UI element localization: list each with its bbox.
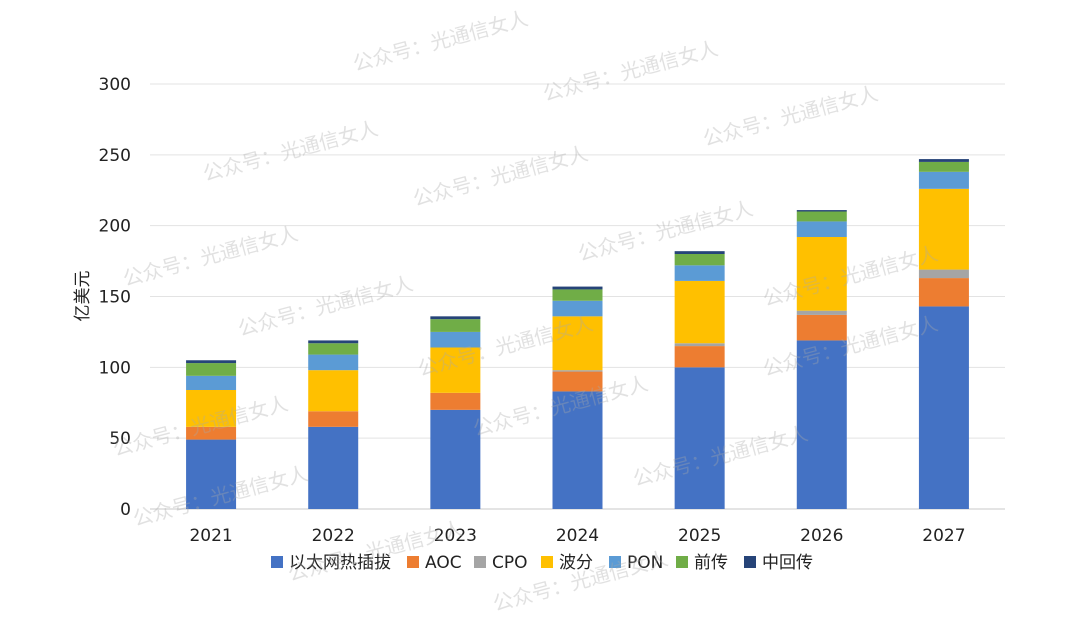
legend-item: AOC (407, 553, 462, 573)
bar-segment (918, 306, 969, 509)
bar-stack-2027 (918, 159, 969, 509)
bar-segment (674, 265, 725, 281)
bar-segment (674, 367, 725, 509)
y-tick-label: 0 (120, 500, 131, 520)
bar-stack-2024 (552, 286, 603, 509)
bar-segment (674, 280, 725, 344)
legend-label: 中回传 (762, 553, 813, 573)
bar-segment (430, 316, 481, 320)
bar-segment (796, 340, 847, 509)
bar-segment (552, 286, 603, 290)
legend-swatch (271, 556, 283, 568)
bar-segment (552, 391, 603, 509)
y-axis-ticks: 0 50 100 150 200 250 300 (99, 75, 131, 520)
bars (186, 159, 969, 509)
legend-item: CPO (474, 553, 528, 573)
bar-segment (430, 392, 481, 410)
x-tick-label: 2021 (189, 526, 232, 546)
x-tick-label: 2023 (434, 526, 477, 546)
bar-segment (918, 269, 969, 279)
bar-segment (308, 426, 359, 509)
bar-segment (186, 426, 237, 440)
legend: 以太网热插拔 AOC CPO 波分 PON 前传 中回传 (271, 553, 813, 573)
bar-segment (918, 161, 969, 172)
bar-stack-2022 (308, 340, 359, 509)
legend-item: PON (609, 553, 663, 573)
bar-segment (674, 343, 725, 347)
legend-swatch (541, 556, 553, 568)
bar-segment (918, 171, 969, 189)
bar-stack-2021 (186, 360, 237, 509)
bar-segment (308, 343, 359, 355)
legend-swatch (609, 556, 621, 568)
bar-segment (186, 363, 237, 376)
bar-segment (552, 300, 603, 317)
y-tick-label: 200 (99, 217, 131, 237)
bar-segment (796, 221, 847, 237)
x-tick-label: 2027 (922, 526, 965, 546)
bar-stack-2023 (430, 316, 481, 509)
bar-segment (186, 375, 237, 390)
legend-item: 以太网热插拔 (271, 553, 391, 573)
bar-segment (430, 347, 481, 393)
bar-segment (796, 211, 847, 222)
bar-segment (308, 411, 359, 427)
legend-label: AOC (425, 553, 462, 573)
bar-segment (186, 390, 237, 427)
legend-swatch (744, 556, 756, 568)
legend-label: 波分 (559, 553, 593, 573)
legend-label: PON (627, 553, 663, 573)
legend-item: 中回传 (744, 553, 813, 573)
bar-segment (308, 370, 359, 412)
bar-segment (674, 346, 725, 368)
y-tick-label: 150 (99, 288, 131, 308)
legend-label: CPO (492, 553, 528, 573)
bar-segment (674, 251, 725, 254)
x-tick-label: 2025 (678, 526, 721, 546)
x-tick-label: 2022 (312, 526, 355, 546)
bar-segment (674, 254, 725, 266)
y-tick-label: 100 (99, 358, 131, 378)
bar-segment (552, 289, 603, 301)
bar-stack-2025 (674, 251, 725, 509)
x-tick-label: 2024 (556, 526, 599, 546)
bar-segment (430, 331, 481, 348)
legend-item: 波分 (541, 553, 593, 573)
bar-segment (430, 409, 481, 509)
y-tick-label: 250 (99, 146, 131, 166)
y-axis-label: 亿美元 (73, 271, 93, 322)
bar-segment (308, 354, 359, 371)
legend-label: 前传 (694, 553, 728, 573)
bar-segment (186, 360, 237, 364)
bar-segment (308, 340, 359, 344)
bar-segment (918, 159, 969, 162)
bar-segment (552, 371, 603, 392)
legend-swatch (407, 556, 419, 568)
bar-segment (430, 319, 481, 332)
bar-segment (918, 278, 969, 307)
y-tick-label: 50 (109, 429, 131, 449)
legend-swatch (676, 556, 688, 568)
x-tick-label: 2026 (800, 526, 843, 546)
bar-segment (918, 188, 969, 270)
legend-label: 以太网热插拔 (289, 553, 391, 573)
bar-stack-2026 (796, 210, 847, 509)
bar-segment (552, 370, 603, 372)
bar-segment (552, 316, 603, 371)
bar-segment (186, 439, 237, 509)
y-tick-label: 300 (99, 75, 131, 95)
legend-swatch (474, 556, 486, 568)
bar-segment (796, 237, 847, 311)
legend-item: 前传 (676, 553, 728, 573)
bar-segment (796, 314, 847, 341)
bar-segment (796, 210, 847, 212)
x-axis-ticks: 2021 2022 2023 2024 2025 2026 2027 (189, 526, 965, 546)
bar-segment (796, 310, 847, 315)
